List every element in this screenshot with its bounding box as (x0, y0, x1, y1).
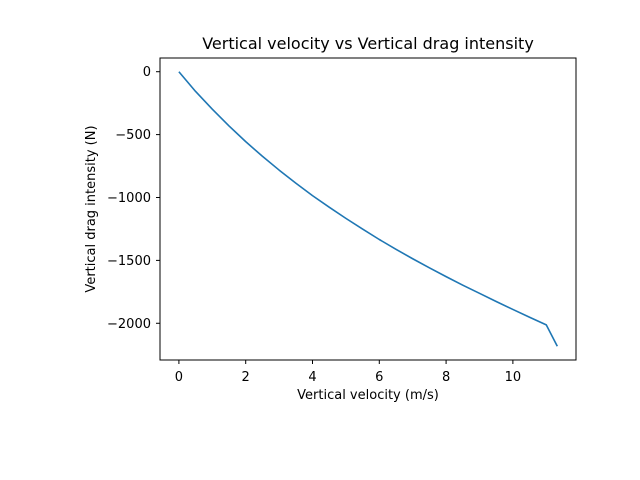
series-line (178, 71, 559, 347)
x-tick-label: 0 (175, 370, 183, 385)
x-tick-label: 6 (375, 370, 383, 385)
y-axis-label: Vertical drag intensity (N) (84, 125, 99, 292)
x-axis-ticks: 0 2 4 6 8 10 (175, 360, 521, 385)
y-axis-ticks: 0 −500 −1000 −1500 −2000 (107, 65, 160, 332)
series-layer (178, 71, 559, 347)
chart-title: Vertical velocity vs Vertical drag inten… (202, 34, 534, 53)
plot-area-frame (159, 57, 577, 361)
x-tick-label: 2 (242, 370, 250, 385)
x-tick-label: 4 (308, 370, 316, 385)
x-axis-label: Vertical velocity (m/s) (297, 388, 439, 403)
y-tick-label: −500 (115, 128, 151, 143)
y-tick-label: −2000 (107, 317, 151, 332)
y-tick-label: 0 (143, 65, 151, 80)
x-tick-label: 8 (442, 370, 450, 385)
y-tick-label: −1500 (107, 254, 151, 269)
y-tick-label: −1000 (107, 191, 151, 206)
x-tick-label: 10 (505, 370, 522, 385)
